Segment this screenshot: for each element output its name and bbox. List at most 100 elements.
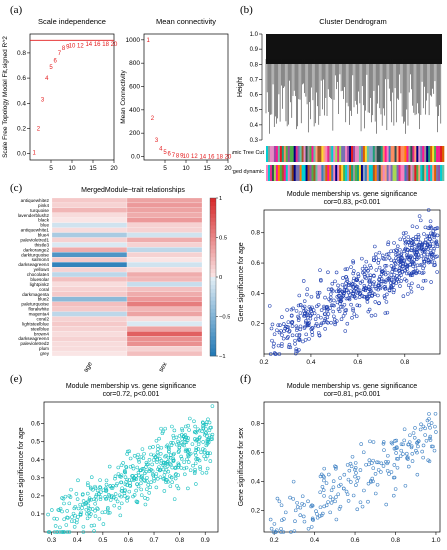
scatter-point: [347, 468, 352, 473]
scatter-point: [159, 445, 164, 450]
scatter-point: [431, 229, 436, 233]
scatter-point: [382, 448, 386, 452]
heatmap-cell: [51, 202, 128, 208]
scatter-point: [150, 469, 155, 473]
module-color-cell: [337, 165, 340, 181]
scatter-point: [410, 224, 415, 229]
scatter-point: [309, 294, 314, 299]
scatter-point: [275, 496, 280, 501]
scatter-point: [368, 278, 372, 283]
scatter-point: [95, 488, 100, 493]
scatter-point: [410, 262, 415, 266]
scatter-point: [279, 344, 284, 348]
module-color-cell: [402, 146, 405, 162]
scatter-point: [283, 510, 288, 515]
chart-mm-gs-sex: Module membership vs. gene significancec…: [238, 383, 441, 544]
scatter-point: [383, 257, 388, 261]
scatter-point: [46, 512, 50, 517]
scatter-point: [339, 317, 344, 321]
scatter-point: [194, 453, 198, 457]
scatter-point: [80, 506, 84, 510]
scatter-point: [75, 497, 80, 501]
scatter-point: [358, 468, 363, 472]
x-tick-label: 0.2: [259, 359, 268, 366]
module-color-cell: [313, 146, 316, 162]
scatter-point: [62, 517, 66, 522]
module-color-cell: [323, 146, 326, 162]
heatmap-row-label: darkseagreen4: [18, 262, 49, 267]
scatter-point: [298, 513, 303, 517]
scatter-point: [416, 284, 421, 288]
scatter-point: [293, 338, 297, 343]
scatter-point: [361, 450, 366, 454]
scatter-point: [360, 266, 365, 271]
scatter-point: [323, 295, 327, 300]
scatter-point: [427, 423, 431, 427]
scatter-point: [108, 484, 112, 488]
scatter-point: [202, 454, 206, 459]
scatter-point: [89, 475, 94, 479]
y-tick-label: 0.0: [17, 151, 26, 158]
scatter-point: [115, 499, 120, 504]
scatter-point: [389, 273, 394, 277]
scatter-point: [272, 522, 277, 526]
heatmap-cell: [126, 247, 203, 253]
module-color-cell: [420, 165, 423, 181]
heatmap-row-label: grey: [40, 351, 50, 356]
scatter-point: [354, 314, 359, 319]
colorbar-tick-label: −1: [219, 354, 226, 360]
scatter-point: [320, 485, 325, 489]
heatmap-cell: [51, 217, 128, 223]
scatter-point: [103, 495, 107, 499]
scatter-point: [351, 271, 355, 276]
scatter-point: [76, 478, 80, 483]
data-point-label: 2: [151, 116, 155, 122]
x-tick-label: 0.8: [400, 359, 409, 366]
scatter-point: [293, 519, 297, 523]
heatmap-cell: [51, 252, 128, 258]
colorbar-segment: [210, 296, 216, 301]
scatter-point: [360, 256, 364, 261]
scatter-point: [360, 279, 365, 284]
data-point-label: 8: [176, 153, 180, 159]
scatter-point: [326, 500, 330, 504]
scatter-point: [403, 483, 408, 488]
scatter-point: [384, 300, 389, 304]
module-color-cell: [428, 146, 431, 162]
scatter-point: [101, 522, 106, 526]
heatmap-cell: [51, 286, 128, 292]
scatter-point: [184, 465, 189, 470]
scatter-point: [355, 303, 360, 308]
scatter-point: [424, 237, 428, 242]
module-color-cell: [351, 165, 354, 181]
scatter-point: [146, 462, 150, 467]
module-color-cell: [309, 165, 312, 181]
scatter-point: [81, 492, 85, 496]
scatter-point: [209, 437, 213, 442]
module-color-cell: [358, 165, 362, 181]
scatter-point: [429, 253, 434, 257]
scatter-point: [432, 246, 436, 251]
scatter-point: [97, 492, 101, 496]
x-tick-label: 0.7: [150, 537, 159, 544]
module-color-cell: [418, 146, 421, 162]
scatter-point: [364, 462, 368, 467]
scatter-point: [419, 247, 423, 251]
colorbar-segment: [210, 348, 216, 353]
module-color-cell: [390, 165, 393, 181]
scatter-point: [350, 316, 354, 320]
scatter-point: [411, 431, 416, 435]
scatter-point: [310, 504, 315, 508]
x-tick-label: 15: [203, 165, 211, 172]
scatter-point: [401, 259, 406, 263]
scatter-point: [356, 475, 361, 480]
scatter-point: [94, 497, 98, 502]
module-color-cell: [353, 146, 356, 162]
x-tick-label: 0.6: [351, 537, 360, 544]
scatter-point: [94, 492, 99, 497]
scatter-point: [304, 313, 309, 318]
scatter-point: [396, 279, 401, 284]
scatter-point: [366, 499, 370, 504]
scatter-point: [368, 276, 373, 280]
